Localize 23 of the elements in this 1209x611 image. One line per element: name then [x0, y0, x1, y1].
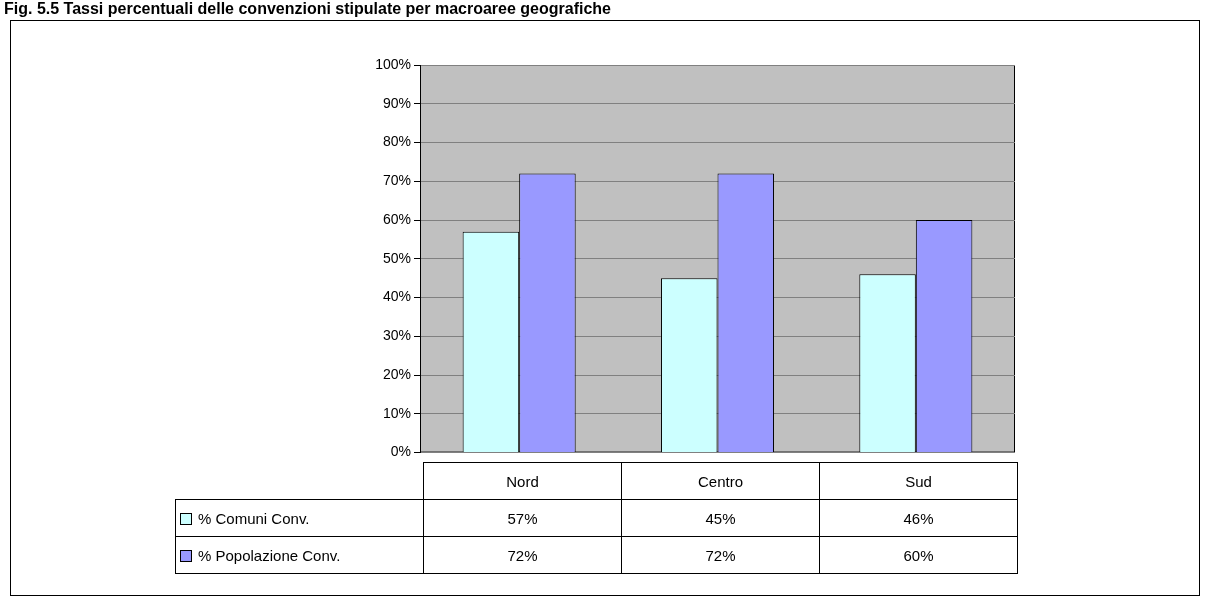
y-tick-label: 10%: [382, 404, 411, 421]
y-tick-label: 30%: [382, 327, 411, 344]
y-tick-label: 90%: [382, 94, 411, 111]
y-tick-label: 100%: [375, 55, 411, 72]
legend-label: % Comuni Conv.: [198, 509, 310, 527]
data-label: 46%: [819, 499, 1018, 537]
x-tick-label: Nord: [423, 462, 622, 500]
y-tick-label: 80%: [382, 133, 411, 150]
x-tick-label: Sud: [819, 462, 1018, 500]
data-label: 72%: [621, 536, 820, 574]
data-label: 45%: [621, 499, 820, 537]
y-tick-label: 0%: [390, 443, 411, 460]
data-label: 72%: [423, 536, 622, 574]
data-label: 60%: [819, 536, 1018, 574]
y-tick-label: 70%: [382, 172, 411, 189]
legend-label: % Popolazione Conv.: [198, 546, 341, 564]
y-tick-label: 50%: [382, 249, 411, 266]
y-tick-label: 40%: [382, 288, 411, 305]
y-tick-label: 60%: [382, 210, 411, 227]
x-tick-label: Centro: [621, 462, 820, 500]
data-label: 57%: [423, 499, 622, 537]
chart-title: Fig. 5.5 Tassi percentuali delle convenzioni stipulate per macroaree geografiche: [4, 0, 612, 18]
y-tick-label: 20%: [382, 365, 411, 382]
